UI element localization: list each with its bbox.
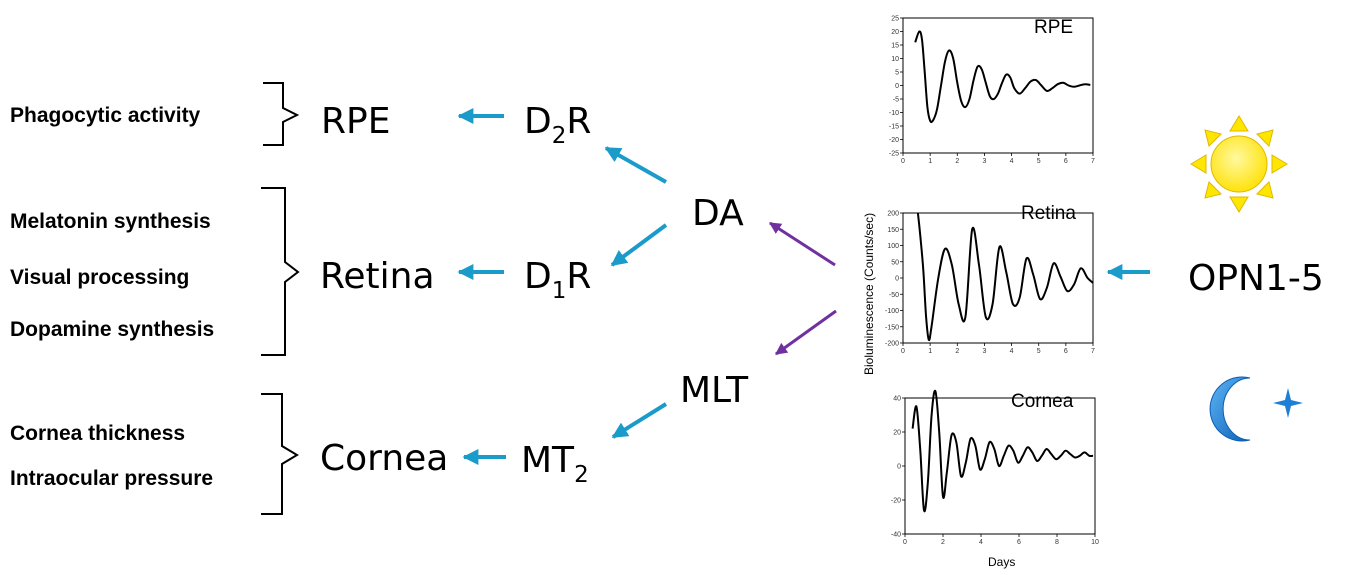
chart-retina-title: Retina xyxy=(1021,203,1076,224)
chart-rpe-y-tick-label: 5 xyxy=(895,70,899,77)
chart-retina-x-tick-label: 7 xyxy=(1091,348,1095,355)
function-melatonin-synthesis: Melatonin synthesis xyxy=(10,210,211,233)
tissue-cornea: Cornea xyxy=(320,438,448,479)
chart-retina-x-tick-label: 4 xyxy=(1010,348,1014,355)
receptor-d1r: D1R xyxy=(524,256,591,304)
chart-rpe-series-line xyxy=(914,30,1091,124)
receptor-d2r: D2R xyxy=(524,101,591,149)
chart-cornea-y-tick-label: -40 xyxy=(891,532,901,539)
chart-rpe-y-tick-label: -15 xyxy=(889,124,899,131)
chart-rpe-x-tick-label: 1 xyxy=(928,158,932,165)
chart-rpe-y-tick-label: 0 xyxy=(895,83,899,90)
chart-retina-x-tick-label: 6 xyxy=(1064,348,1068,355)
chart-retina: 0 1 2 3 4 5 6 7 200 150 100 50 0 -50 -100 -150 -200 Reti… xyxy=(885,203,1095,355)
chart-retina-x-tick-label: 0 xyxy=(901,348,905,355)
arrow-mlt-to-mt2 xyxy=(611,402,668,439)
y-axis-label: Bioluminescence (Counts/sec) xyxy=(862,213,876,375)
brace-rpe xyxy=(263,82,300,146)
signal-mlt: MLT xyxy=(680,370,749,411)
chart-cornea-x-tick-label: 10 xyxy=(1091,539,1099,546)
opsin-label: OPN1-5 xyxy=(1188,258,1324,299)
chart-rpe-title: RPE xyxy=(1034,17,1073,38)
function-phagocytic-activity: Phagocytic activity xyxy=(10,104,201,127)
arrow-retina-to-mlt xyxy=(775,309,837,356)
chart-rpe-y-tick-label: 25 xyxy=(891,16,899,23)
chart-rpe-y-tick-label: -5 xyxy=(893,97,899,104)
chart-rpe-y-tick-label: -20 xyxy=(889,137,899,144)
chart-rpe-y-tick-label: 10 xyxy=(891,56,899,63)
chart-cornea-y-tick-label: -20 xyxy=(891,498,901,505)
chart-cornea-x-tick-label: 0 xyxy=(903,539,907,546)
receptor-mt2: MT2 xyxy=(521,440,589,488)
chart-rpe: 0 1 2 3 4 5 6 7 25 20 15 10 5 0 -5 -10 -15 -20 -25 RPE xyxy=(889,16,1095,166)
chart-retina-x-tick-label: 3 xyxy=(982,348,986,355)
chart-rpe-x-tick-label: 7 xyxy=(1091,158,1095,165)
chart-retina-series-line xyxy=(916,212,1094,342)
chart-rpe-y-tick-label: 15 xyxy=(891,43,899,50)
function-visual-processing: Visual processing xyxy=(10,266,189,289)
chart-retina-y-tick-label: -200 xyxy=(885,341,899,348)
chart-rpe-x-tick-label: 6 xyxy=(1064,158,1068,165)
chart-cornea: 0 2 4 6 8 10 40 20 0 -20 -40 Cornea xyxy=(891,389,1099,546)
chart-retina-x-tick-label: 5 xyxy=(1037,348,1041,355)
chart-rpe-x-tick-label: 2 xyxy=(955,158,959,165)
arrow-da-to-d1r xyxy=(610,223,668,267)
chart-cornea-title: Cornea xyxy=(1011,391,1074,412)
arrow-retina-to-da xyxy=(768,221,836,267)
x-axis-label: Days xyxy=(988,555,1015,569)
chart-cornea-y-tick-label: 40 xyxy=(893,396,901,403)
signal-da: DA xyxy=(692,193,744,234)
chart-rpe-y-tick-label: -25 xyxy=(889,151,899,158)
chart-rpe-x-tick-label: 3 xyxy=(982,158,986,165)
sun-icon xyxy=(1190,115,1288,213)
chart-cornea-x-tick-label: 6 xyxy=(1017,539,1021,546)
tissue-rpe: RPE xyxy=(321,101,390,142)
chart-retina-y-tick-label: 50 xyxy=(891,259,899,266)
chart-cornea-x-tick-label: 4 xyxy=(979,539,983,546)
function-dopamine-synthesis: Dopamine synthesis xyxy=(10,318,214,341)
chart-retina-x-tick-label: 2 xyxy=(955,348,959,355)
chart-rpe-frame xyxy=(902,17,1094,154)
chart-retina-y-tick-label: -150 xyxy=(885,324,899,331)
chart-rpe-y-tick-label: 20 xyxy=(891,29,899,36)
chart-retina-y-tick-label: 100 xyxy=(887,243,899,250)
chart-rpe-x-tick-label: 4 xyxy=(1010,158,1014,165)
brace-cornea xyxy=(261,393,299,515)
chart-retina-y-tick-label: -50 xyxy=(889,292,899,299)
chart-rpe-x-tick-label: 0 xyxy=(901,158,905,165)
chart-cornea-x-tick-label: 2 xyxy=(941,539,945,546)
chart-cornea-y-tick-label: 20 xyxy=(893,430,901,437)
chart-retina-y-tick-label: 200 xyxy=(887,211,899,218)
chart-retina-x-tick-label: 1 xyxy=(928,348,932,355)
brace-retina xyxy=(261,187,300,356)
function-cornea-thickness: Cornea thickness xyxy=(10,422,185,445)
star-icon xyxy=(1273,388,1303,418)
chart-retina-y-tick-label: 0 xyxy=(895,276,899,283)
arrow-da-to-d2r xyxy=(604,146,667,184)
chart-cornea-series-line xyxy=(911,389,1094,513)
tissue-retina: Retina xyxy=(320,256,435,297)
chart-retina-y-tick-label: 150 xyxy=(887,227,899,234)
chart-rpe-x-tick-label: 5 xyxy=(1037,158,1041,165)
function-intraocular-pressure: Intraocular pressure xyxy=(10,467,213,490)
crescent-moon-with-star-icon xyxy=(1209,376,1303,442)
chart-retina-y-tick-label: -100 xyxy=(885,308,899,315)
chart-cornea-x-tick-label: 8 xyxy=(1055,539,1059,546)
chart-rpe-y-tick-label: -10 xyxy=(889,110,899,117)
chart-cornea-y-tick-label: 0 xyxy=(897,464,901,471)
